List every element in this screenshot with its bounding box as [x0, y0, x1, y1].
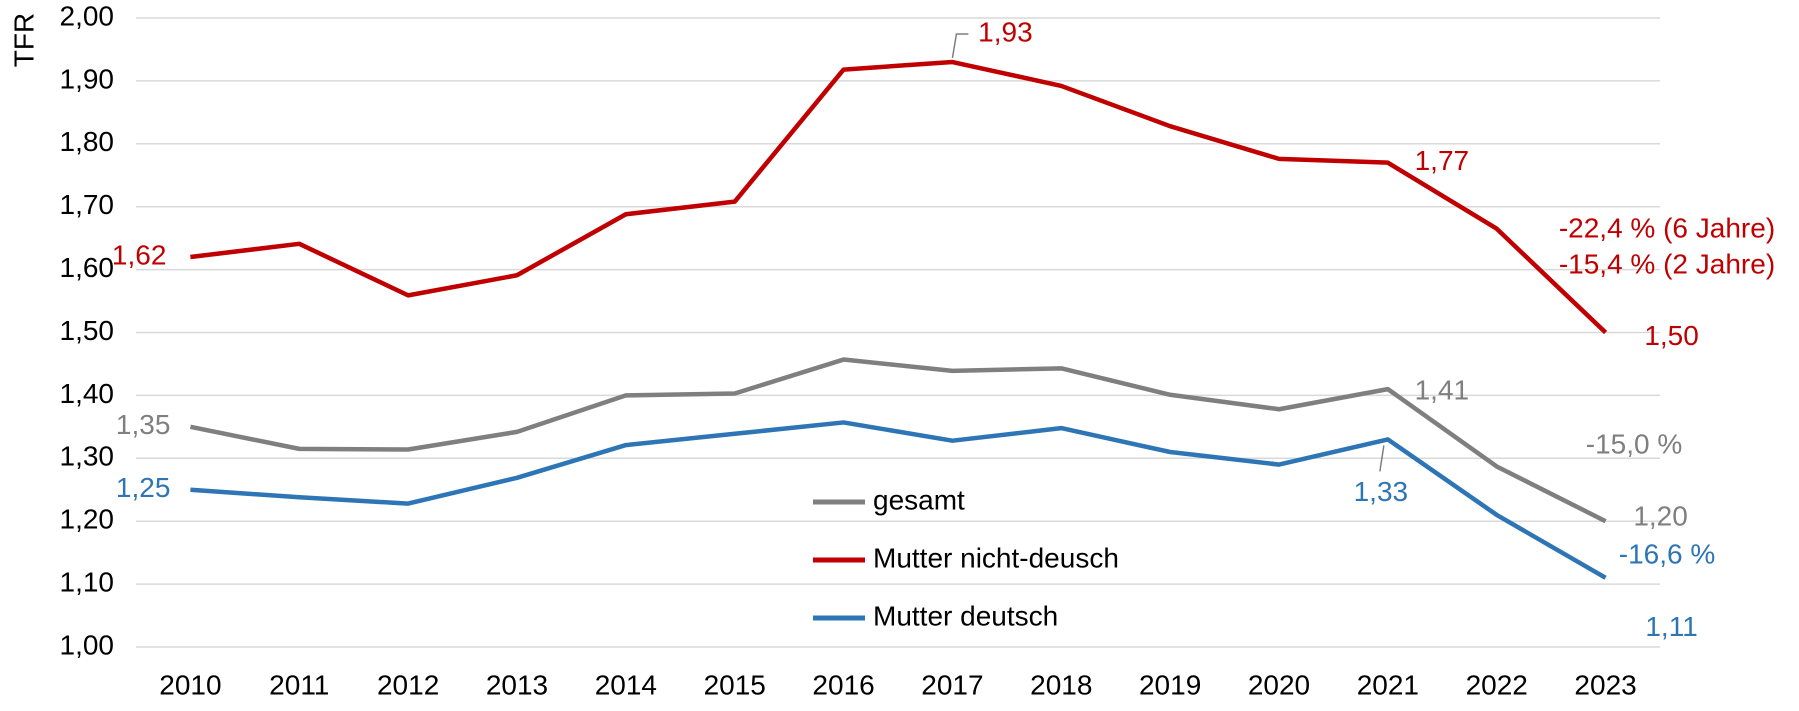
- y-tick-label: 1,60: [60, 252, 115, 283]
- legend-label: Mutter deutsch: [873, 600, 1058, 631]
- y-tick-label: 1,10: [60, 566, 115, 597]
- y-tick-label: 1,70: [60, 189, 115, 220]
- series-line: [189, 357, 1607, 524]
- x-tick-label: 2021: [1357, 669, 1419, 700]
- x-tick-label: 2016: [812, 669, 874, 700]
- data-label: 1,77: [1415, 145, 1470, 176]
- data-label: 1,33: [1354, 476, 1409, 507]
- x-tick-label: 2017: [921, 669, 983, 700]
- data-label: 1,93: [978, 16, 1033, 47]
- x-tick-label: 2011: [269, 669, 329, 700]
- data-label: 1,20: [1633, 501, 1688, 532]
- y-axis-label: TFR: [8, 13, 39, 67]
- y-tick-label: 1,30: [60, 441, 115, 472]
- data-label: 1,41: [1415, 375, 1470, 406]
- x-tick-label: 2012: [377, 669, 439, 700]
- series-line: [190, 59, 1608, 335]
- annotation: -22,4 % (6 Jahre): [1559, 212, 1775, 243]
- x-tick-label: 2010: [159, 669, 221, 700]
- x-tick-label: 2020: [1248, 669, 1310, 700]
- leader-line: [951, 33, 969, 59]
- x-tick-label: 2014: [595, 669, 657, 700]
- data-label: 1,11: [1645, 611, 1697, 642]
- x-tick-label: 2015: [704, 669, 766, 700]
- y-tick-label: 1,90: [60, 63, 115, 94]
- y-tick-label: 1,80: [60, 126, 115, 157]
- x-tick-label: 2018: [1030, 669, 1092, 700]
- data-label: 1,62: [112, 239, 167, 270]
- annotation: -16,6 %: [1619, 538, 1716, 569]
- x-tick-label: 2022: [1466, 669, 1528, 700]
- y-tick-label: 1,00: [60, 629, 115, 660]
- x-tick-label: 2023: [1574, 669, 1636, 700]
- y-tick-label: 1,40: [60, 378, 115, 409]
- legend-label: gesamt: [873, 484, 965, 515]
- annotation: -15,4 % (2 Jahre): [1559, 248, 1775, 279]
- leader-line: [1379, 445, 1385, 472]
- y-tick-label: 1,20: [60, 504, 115, 535]
- data-label: 1,35: [116, 409, 171, 440]
- x-tick-label: 2019: [1139, 669, 1201, 700]
- annotation: -15,0 %: [1586, 428, 1683, 459]
- data-label: 1,25: [116, 472, 171, 503]
- y-tick-label: 2,00: [60, 0, 115, 31]
- data-label: 1,50: [1644, 320, 1699, 351]
- series-line: [190, 420, 1607, 580]
- y-tick-label: 1,50: [60, 315, 115, 346]
- legend-label: Mutter nicht-deusch: [873, 542, 1119, 573]
- x-tick-label: 2013: [486, 669, 548, 700]
